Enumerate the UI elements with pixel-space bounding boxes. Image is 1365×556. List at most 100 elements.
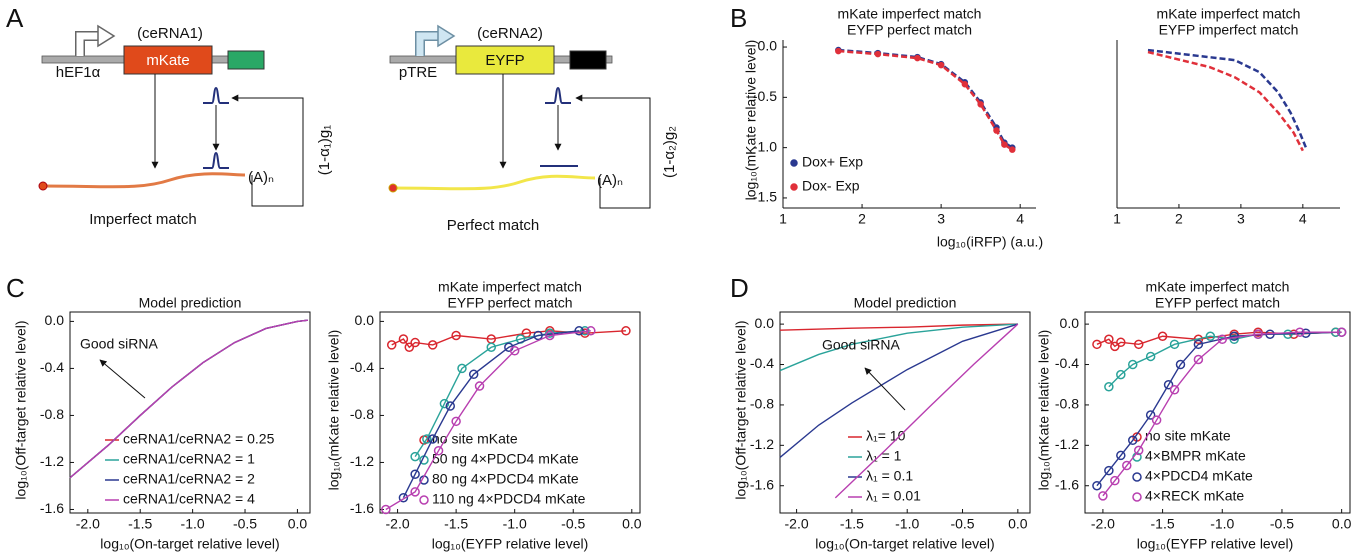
data-point [586, 326, 596, 336]
y-tick-label: -0.8 [1055, 396, 1079, 412]
y-axis-label: log₁₀(mKate relative level) [743, 40, 759, 201]
data-point [1133, 445, 1144, 456]
x-axis-label: log₁₀(iRFP) (a.u.) [937, 234, 1043, 250]
data-point [1301, 328, 1311, 338]
series-line [385, 330, 591, 511]
legend-label: 110 ng 4×PDCD4 mKate [432, 491, 586, 507]
gene-label: mKate [146, 52, 189, 69]
x-tick-label: -1.5 [444, 516, 468, 532]
feedback-label: (1-α₁)g₁ [316, 125, 333, 175]
data-point [1092, 480, 1102, 491]
data-point [574, 326, 584, 336]
x-tick-label: -1.5 [1151, 516, 1175, 532]
legend-swatch [790, 183, 798, 191]
x-tick-label: -0.5 [233, 516, 257, 532]
data-point [1157, 331, 1168, 341]
chart-title: mKate imperfect match [838, 6, 982, 22]
y-tick-label: -1.2 [750, 436, 774, 452]
plot-frame [69, 311, 311, 514]
x-tick-label: 3 [937, 211, 945, 227]
data-point [1253, 329, 1263, 339]
y-axis-label: log₁₀(Off-target relative level) [13, 320, 29, 499]
data-point [1295, 327, 1305, 337]
annotation: Good siRNA [80, 336, 158, 352]
chart-subtitle: EYFP perfect match [847, 22, 972, 38]
data-point [1001, 141, 1008, 148]
data-point [410, 469, 420, 479]
construct-left: (ceRNA1) mKate hEF1α (A)ₙ (1-α₁)g₁ Imper… [38, 24, 333, 228]
data-point [1116, 337, 1126, 348]
data-point [545, 330, 555, 341]
legend-label: Dox- Exp [802, 178, 860, 194]
legend-label: ceRNA1/ceRNA2 = 0.25 [123, 431, 275, 447]
gene-label: EYFP [485, 52, 524, 69]
y-axis-label: log₁₀(Off-target relative level) [733, 320, 749, 499]
legend-label: λ₁ = 1 [866, 448, 902, 464]
x-tick-label: -2.0 [1091, 516, 1115, 532]
data-point [977, 101, 984, 108]
data-point [1229, 334, 1239, 345]
x-tick-label: 0.0 [622, 516, 642, 532]
legend-label: ceRNA1/ceRNA2 = 4 [123, 491, 255, 507]
chart-subtitle: EYFP perfect match [447, 295, 572, 311]
x-tick-label: -0.5 [1270, 516, 1294, 532]
promoter-label: pTRE [399, 64, 437, 81]
construct-right: (ceRNA2) EYFP pTRE (A)ₙ (1-α₂)g₂ Perfect… [388, 24, 678, 234]
x-tick-label: 0.0 [1008, 516, 1028, 532]
data-point [1133, 339, 1144, 350]
data-point [1229, 331, 1239, 341]
annotation-arrow [864, 367, 906, 411]
data-point [1336, 327, 1347, 337]
series-line [779, 323, 1018, 372]
chart-title: mKate imperfect match [438, 279, 582, 295]
series-line [1096, 331, 1336, 348]
data-point [1098, 491, 1108, 501]
legend-label: 4×PDCD4 mKate [1145, 468, 1253, 484]
y-tick-label: -1.6 [750, 476, 774, 492]
data-point [621, 326, 631, 336]
chart-subtitle: EYFP imperfect match [1159, 22, 1299, 38]
data-point [835, 47, 842, 55]
data-point [509, 346, 520, 356]
data-point [533, 330, 543, 341]
legend-label: Dox+ Exp [802, 154, 863, 170]
data-point [439, 398, 450, 409]
data-point [1169, 339, 1180, 350]
promoter-label: hEF1α [56, 64, 101, 81]
y-tick-label: 0.0 [758, 38, 778, 54]
data-point [1205, 331, 1216, 341]
x-tick-label: -1.0 [895, 516, 919, 532]
construct-caption: Perfect match [447, 217, 540, 234]
plot-frame [1084, 311, 1351, 514]
data-point [937, 61, 945, 69]
y-axis-label: log₁₀(mKate relative level) [326, 330, 342, 491]
data-point [1175, 359, 1186, 370]
x-tick-label: 3 [1237, 211, 1245, 227]
chart-title: mKate imperfect match [1146, 279, 1290, 295]
y-tick-label: -1.6 [350, 500, 374, 516]
panel-label: C [6, 273, 25, 303]
x-axis-label: log₁₀(EYFP relative level) [432, 536, 589, 552]
legend-label: 4×BMPR mKate [1145, 448, 1246, 464]
series-line [69, 319, 308, 479]
construct-caption: Imperfect match [89, 211, 197, 228]
y-tick-label: -0.4 [750, 355, 774, 371]
data-point [445, 401, 456, 411]
y-axis-label: log₁₀(mKate relative level) [1036, 330, 1052, 491]
x-tick-label: -2.0 [386, 516, 410, 532]
data-point [404, 342, 415, 353]
x-tick-label: -1.5 [128, 516, 152, 532]
data-point [451, 416, 461, 427]
data-point [1193, 339, 1204, 350]
data-point [1122, 460, 1132, 471]
x-tick-label: -1.0 [1210, 516, 1234, 532]
annotation-arrow [99, 359, 146, 399]
panel-label: A [6, 3, 24, 33]
x-tick-label: -0.5 [561, 516, 585, 532]
data-point [457, 363, 467, 374]
chart-subtitle: EYFP perfect match [1155, 295, 1280, 311]
data-point [1116, 369, 1126, 380]
series-line [838, 49, 1013, 151]
data-point [1193, 354, 1204, 365]
data-point [1092, 339, 1102, 350]
